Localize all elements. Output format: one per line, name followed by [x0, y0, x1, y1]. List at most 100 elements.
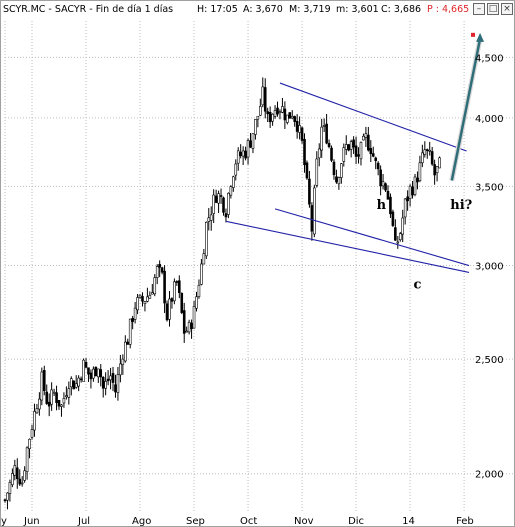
- candle-body: [229, 186, 233, 196]
- candle-body: [217, 193, 220, 204]
- candle-body: [256, 115, 260, 120]
- candle-body: [101, 377, 105, 389]
- candle-body: [273, 110, 277, 117]
- candle-body: [305, 162, 309, 179]
- candlesticks: [3, 77, 441, 510]
- low-label: m: 3,601: [336, 4, 379, 15]
- annotations: h c hi?: [377, 198, 473, 292]
- candle-body: [219, 195, 223, 197]
- candle-body: [57, 400, 61, 407]
- candle-body: [342, 147, 346, 162]
- candle-body: [109, 375, 112, 381]
- candle-body: [394, 227, 397, 241]
- annotation-hiq: hi?: [450, 198, 472, 213]
- candle-body: [396, 241, 400, 244]
- close-label: C: 3,686: [381, 4, 422, 15]
- candle-body: [369, 148, 373, 155]
- candle-body: [205, 221, 208, 257]
- candle-body: [354, 145, 358, 157]
- candle-body: [347, 144, 351, 151]
- candle-body: [283, 108, 287, 121]
- candle-body: [87, 367, 90, 375]
- candle-body: [254, 119, 257, 135]
- candle-body: [438, 157, 441, 169]
- candle-body: [131, 317, 134, 322]
- candle-body: [15, 467, 19, 480]
- candle-body: [163, 270, 166, 304]
- candle-body: [224, 213, 228, 218]
- candle-body: [288, 112, 292, 119]
- candle-body: [155, 266, 159, 278]
- candle-body: [241, 150, 245, 157]
- candle-body: [42, 370, 46, 392]
- candle-body: [23, 470, 26, 481]
- candle-body: [8, 482, 12, 494]
- candle-body: [349, 141, 353, 150]
- candle-body: [430, 151, 434, 165]
- candle-body: [374, 157, 378, 161]
- candle-body: [423, 149, 427, 155]
- candle-body: [209, 214, 213, 221]
- candle-body: [143, 301, 147, 304]
- candle-body: [298, 125, 301, 133]
- candle-body: [123, 341, 127, 362]
- candle-body: [165, 303, 169, 321]
- candle-body: [178, 280, 181, 293]
- candle-body: [330, 147, 333, 161]
- candle-body: [398, 233, 402, 241]
- high-label: M: 3,719: [289, 4, 331, 15]
- candle-body: [310, 205, 314, 232]
- candle-body: [335, 176, 338, 183]
- candle-body: [69, 378, 73, 388]
- candle-body: [425, 149, 429, 152]
- candle-body: [77, 377, 80, 387]
- candle-body: [200, 263, 203, 285]
- candle-body: [290, 116, 294, 119]
- candle-body: [244, 150, 247, 159]
- maximize-icon[interactable]: □: [487, 3, 499, 15]
- candle-body: [11, 473, 14, 486]
- y-tick-label: 4,500: [475, 53, 504, 64]
- trendline-lower-2: [274, 208, 470, 267]
- candle-body: [116, 374, 120, 393]
- candle-body: [111, 373, 115, 383]
- annotation-h: h: [377, 198, 387, 213]
- candle-body: [227, 192, 230, 215]
- candle-body: [121, 358, 125, 365]
- candle-body: [271, 113, 274, 122]
- candle-body: [20, 482, 24, 485]
- trendline-lower-1: [225, 220, 470, 273]
- candle-body: [185, 330, 188, 333]
- x-tick-label: Dic: [348, 516, 364, 526]
- y-tick-label: 4,000: [475, 114, 504, 125]
- candle-body: [315, 158, 319, 186]
- candle-body: [317, 148, 321, 159]
- candle-body: [340, 163, 343, 178]
- y-axis: 2,000 2,500 3,000 3,500 4,000 4,500: [471, 32, 504, 481]
- y-tick-label: 2,000: [475, 470, 504, 481]
- candle-body: [435, 166, 439, 174]
- candle-body: [197, 284, 201, 297]
- candle-body: [18, 478, 22, 485]
- candle-body: [207, 217, 211, 222]
- candle-body: [173, 281, 176, 302]
- candle-body: [62, 398, 66, 404]
- candle-body: [180, 292, 184, 313]
- x-tick-label: Oct: [240, 516, 257, 526]
- candle-body: [153, 277, 157, 295]
- candle-body: [325, 123, 328, 144]
- candle-body: [47, 401, 51, 407]
- candle-body: [6, 492, 9, 501]
- candle-body: [175, 281, 179, 283]
- close-icon[interactable]: ×: [501, 3, 513, 15]
- minimize-icon[interactable]: –: [473, 3, 485, 15]
- candle-body: [403, 198, 407, 218]
- candle-body: [386, 190, 390, 200]
- candle-body: [344, 144, 348, 150]
- candle-body: [67, 388, 71, 398]
- candle-body: [212, 194, 215, 214]
- candle-body: [151, 292, 154, 295]
- candle-body: [50, 389, 53, 405]
- candle-body: [92, 368, 95, 379]
